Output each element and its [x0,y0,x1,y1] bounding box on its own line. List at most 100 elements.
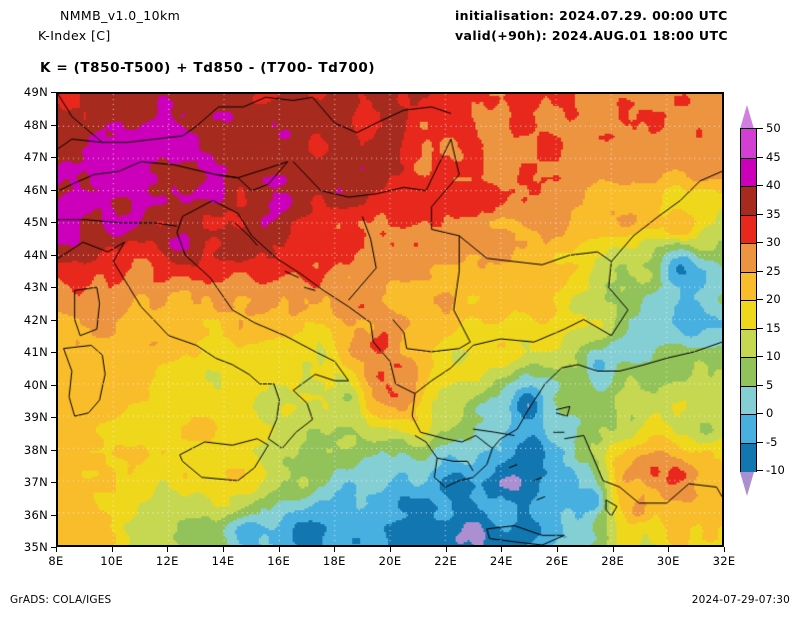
lon-tick-label: 16E [267,554,291,568]
lon-tick-mark [612,547,614,552]
lat-tick-label: 40N [23,377,48,392]
lon-tick-mark [501,547,503,552]
formula-label: K = (T850-T500) + Td850 - (T700- Td700) [40,60,376,76]
lat-tick-label: 39N [23,410,48,424]
lat-tick-mark [51,547,56,548]
initialisation-time: initialisation: 2024.07.29. 00:00 UTC [455,8,728,23]
lat-tick-label: 42N [23,312,48,327]
lon-tick-mark [724,547,725,552]
lon-tick-mark [167,547,169,552]
colorbar-tick-label: 5 [766,377,774,392]
lon-tick-label: 8E [48,554,64,568]
lat-tick-label: 35N [23,540,48,554]
colorbar-band [741,385,756,415]
model-name-label: NMMB_v1.0_10km [60,8,181,23]
colorbar-tick-mark [757,470,763,471]
k-index-heatmap [58,94,722,545]
lat-tick-label: 37N [23,475,48,489]
lat-tick-label: 38N [23,442,48,457]
lat-tick-label: 45N [23,215,48,229]
colorbar-band [741,186,756,216]
lon-tick-mark [278,547,280,552]
colorbar-band [741,271,756,301]
colorbar-tick-mark [757,384,763,386]
colorbar-tick-label: 0 [766,406,774,420]
footer-attribution: GrADS: COLA/IGES [10,594,112,606]
colorbar-band [741,214,756,244]
lon-tick-mark [557,547,558,552]
lon-tick-label: 24E [489,554,513,568]
lon-tick-label: 10E [100,554,124,568]
lat-tick-mark [51,417,56,418]
colorbar-tick-label: 50 [766,121,781,135]
lat-tick-mark [51,222,56,223]
lon-tick-label: 30E [656,554,680,568]
colorbar-tick-label: 20 [766,292,781,306]
colorbar-tick-mark [757,128,763,129]
lat-tick-mark [51,124,56,126]
lat-tick-label: 46N [23,182,48,197]
map-plot-area [56,92,724,547]
colorbar-tick-mark [757,327,763,329]
colorbar-band [741,157,756,187]
lat-tick-label: 36N [23,507,48,522]
lon-tick-label: 22E [434,554,458,568]
lon-tick-label: 14E [211,554,235,568]
lat-tick-label: 44N [23,247,48,262]
lat-tick-mark [51,92,56,93]
lon-tick-label: 20E [378,554,402,568]
lat-tick-mark [51,384,56,386]
lon-tick-mark [334,547,336,552]
lat-tick-mark [51,157,56,158]
lat-tick-label: 43N [23,280,48,294]
lat-tick-label: 48N [23,117,48,132]
colorbar-tick-label: -5 [766,434,778,449]
colorbar-tick-label: -10 [766,463,785,477]
lat-tick-mark [51,189,56,191]
colorbar-tick-label: 25 [766,263,781,278]
colorbar-tick-mark [757,413,763,414]
colorbar-band [741,129,756,158]
lon-tick-mark [56,547,57,552]
lon-tick-label: 32E [712,554,736,568]
lat-tick-label: 47N [23,150,48,164]
colorbar-band [741,442,756,472]
colorbar-tick-mark [757,270,763,272]
colorbar-arrow-above-max [740,105,754,129]
lat-tick-mark [51,254,56,256]
field-name-label: K-Index [C] [38,28,111,43]
lon-tick-label: 18E [322,554,346,568]
colorbar-tick-label: 10 [766,349,781,363]
lat-tick-mark [51,449,56,451]
colorbar-arrow-below-min [740,472,754,496]
colorbar-tick-label: 35 [766,206,781,221]
footer-timestamp: 2024-07-29-07:30 [691,594,790,606]
colorbar-tick-label: 40 [766,178,781,192]
colorbar-band [741,300,756,330]
colorbar [740,128,757,472]
lon-tick-label: 26E [545,554,569,568]
colorbar-tick-label: 45 [766,149,781,164]
colorbar-tick-mark [757,185,763,186]
colorbar-tick-mark [757,213,763,215]
lon-tick-mark [445,547,447,552]
colorbar-band [741,414,756,444]
lon-tick-mark [668,547,670,552]
lat-tick-mark [51,319,56,321]
lat-tick-mark [51,514,56,516]
lat-tick-mark [51,287,56,288]
lon-tick-mark [111,547,113,552]
lat-tick-label: 49N [23,85,48,99]
colorbar-band [741,357,756,387]
colorbar-tick-label: 30 [766,235,781,249]
colorbar-tick-mark [757,356,763,357]
valid-time: valid(+90h): 2024.AUG.01 18:00 UTC [455,28,728,43]
colorbar-tick-mark [757,156,763,158]
colorbar-tick-mark [757,242,763,243]
lat-tick-label: 41N [23,345,48,359]
lat-tick-mark [51,482,56,483]
lon-tick-mark [390,547,391,552]
lon-tick-mark [223,547,224,552]
lon-tick-label: 28E [601,554,625,568]
colorbar-band [741,243,756,273]
